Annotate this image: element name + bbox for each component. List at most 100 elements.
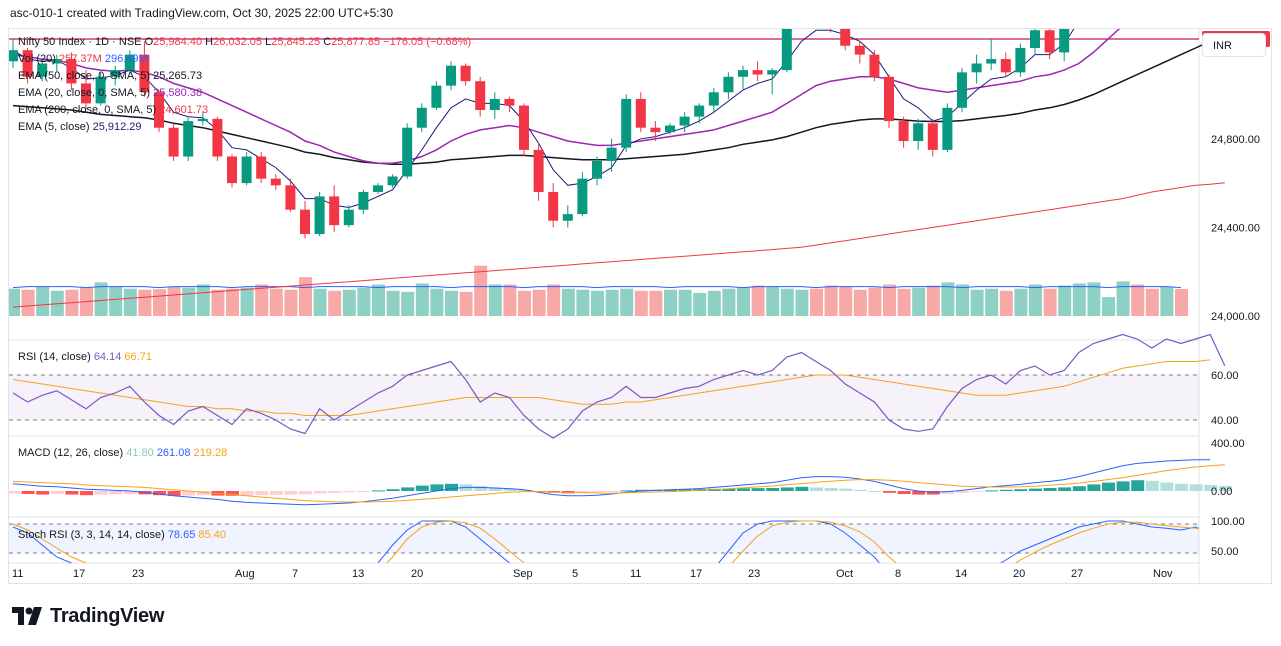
time-axis-label: 11: [12, 568, 23, 580]
macd-histogram-bar: [269, 491, 283, 495]
volume-bar: [401, 291, 415, 316]
macd-histogram-bar: [576, 491, 590, 493]
candle-body: [665, 125, 675, 133]
candle: [957, 67, 967, 113]
legend-ema200-value: 24,601.73: [159, 104, 209, 116]
volume-bar: [1029, 284, 1042, 316]
volume-bar: [649, 290, 663, 316]
legend-macd-value: 261.08: [156, 447, 191, 459]
rsi-ma-line: [12, 359, 1211, 416]
legend-stoch-d-value: 85.40: [198, 529, 226, 541]
price-axis-tick: 24,400.00: [1211, 222, 1260, 234]
volume-bar: [138, 289, 152, 316]
time-axis-label: 13: [352, 568, 364, 580]
candle-body: [840, 29, 851, 46]
candle-body: [752, 70, 763, 75]
macd-histogram-bar: [182, 491, 196, 496]
candle-body: [343, 209, 354, 226]
candle: [592, 156, 602, 186]
volume-bar: [853, 289, 867, 316]
legend-symbol-row: Nifty 50 Index · 1D · NSE O25,984.40 H26…: [18, 36, 471, 48]
candle: [577, 172, 588, 217]
volume-bar: [1116, 281, 1130, 316]
candle: [606, 138, 617, 173]
macd-histogram-bar: [36, 491, 50, 495]
macd-histogram-bar: [956, 491, 969, 493]
macd-histogram-bar: [240, 491, 254, 496]
candle: [519, 103, 529, 157]
price-axis-tick: 24,800.00: [1211, 134, 1260, 146]
chart-svg[interactable]: 24,000.0024,400.0024,800.0026,277.3525,9…: [9, 29, 1273, 585]
candle: [285, 178, 296, 212]
candle: [460, 63, 471, 86]
volume-bar: [1072, 283, 1086, 316]
volume-bar: [1087, 282, 1101, 316]
volume-bar: [1175, 288, 1188, 316]
candle: [81, 70, 91, 111]
macd-histogram-bar: [284, 491, 298, 495]
volume-bar: [357, 287, 371, 316]
tradingview-logo-icon: [12, 607, 42, 625]
legend-close-value: 25,877.85: [331, 36, 381, 48]
legend-rsi-value: 64.14: [93, 351, 122, 363]
chart-container[interactable]: 24,000.0024,400.0024,800.0026,277.3525,9…: [8, 28, 1273, 585]
volume-bar: [372, 284, 385, 316]
candle-body: [256, 156, 267, 179]
macd-histogram-bar: [123, 491, 137, 494]
candle-body: [606, 147, 617, 161]
macd-histogram-bar: [386, 489, 400, 491]
candle: [183, 116, 194, 161]
macd-histogram-bar: [999, 489, 1013, 491]
macd-histogram-bar: [605, 491, 619, 492]
rsi-axis-tick: 40.00: [1211, 415, 1239, 427]
macd-histogram-bar: [80, 491, 93, 496]
volume-bar: [868, 287, 882, 316]
candle: [329, 185, 340, 232]
volume-bar: [897, 288, 911, 316]
volume-bar: [839, 286, 853, 316]
candle: [971, 54, 982, 84]
legend-ema20-row: EMA (20, close, 0, SMA, 5) 25,580.38: [18, 87, 202, 99]
candle-body: [37, 63, 48, 77]
macd-histogram-bar: [824, 488, 838, 491]
candle: [752, 61, 763, 82]
candle-body: [635, 98, 646, 128]
candle-body: [781, 29, 792, 71]
candle: [767, 67, 778, 95]
candle-body: [81, 83, 91, 104]
candle-body: [95, 76, 106, 104]
time-axis-label: 23: [132, 568, 144, 580]
candle-body: [767, 70, 778, 75]
macd-histogram-bar: [1145, 480, 1159, 491]
candle: [840, 29, 851, 51]
macd-histogram-bar: [912, 491, 926, 495]
macd-histogram-bar: [970, 491, 984, 492]
candle-body: [869, 54, 880, 77]
macd-histogram-bar: [664, 489, 677, 491]
macd-histogram-bar: [1175, 483, 1188, 491]
candle-body: [475, 81, 486, 111]
macd-histogram-bar: [941, 491, 955, 494]
macd-histogram-bar: [167, 491, 181, 496]
time-axis-label: 20: [1013, 568, 1025, 580]
currency-selector[interactable]: INR: [1202, 33, 1266, 57]
macd-histogram-bar: [1160, 482, 1174, 491]
volume-bar: [722, 288, 736, 316]
macd-histogram-bar: [868, 491, 882, 492]
tradingview-logo: TradingView: [12, 603, 164, 629]
candle: [154, 90, 164, 133]
legend-rsi-row: RSI (14, close) 64.14 66.71: [18, 351, 152, 363]
macd-histogram-bar: [1072, 486, 1086, 491]
macd-histogram-bar: [196, 491, 210, 496]
macd-histogram-bar: [21, 491, 35, 494]
volume-bar: [153, 289, 166, 316]
candle: [475, 76, 486, 117]
candle: [548, 183, 559, 228]
candle-body: [460, 65, 471, 82]
legend-ema50-value: 25,265.73: [153, 70, 203, 82]
candle: [1044, 29, 1055, 60]
volume-bar: [912, 287, 926, 316]
volume-bar: [1131, 284, 1145, 316]
legend-ema200-row: EMA (200, close, 0, SMA, 5) 24,601.73: [18, 104, 208, 116]
macd-histogram-bar: [678, 489, 692, 491]
